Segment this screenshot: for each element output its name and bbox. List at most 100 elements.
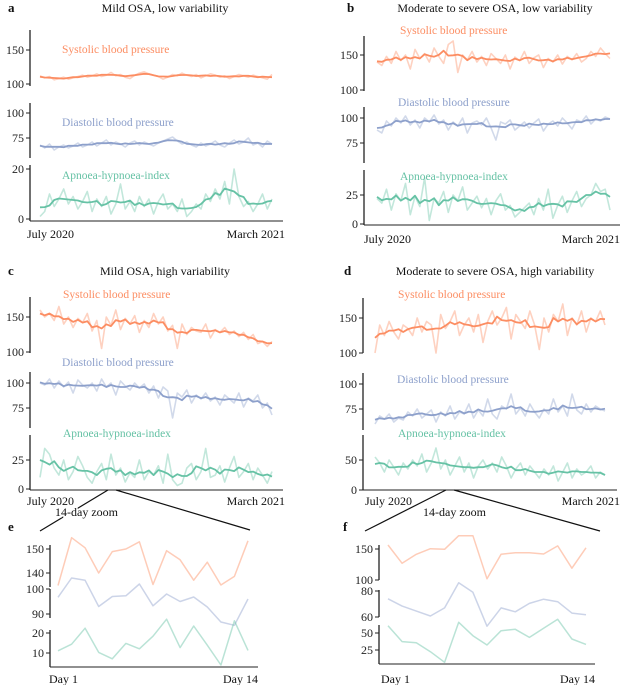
systolic-raw-line xyxy=(374,303,606,354)
y-tick-label: 0 xyxy=(351,483,357,497)
x-tick-label-end: March 2021 xyxy=(562,494,620,508)
x-tick-label-end: March 2021 xyxy=(227,227,285,241)
y-tick-label: 25 xyxy=(12,453,24,467)
panel-letter-d: d xyxy=(344,263,352,278)
zoom-connector-right xyxy=(115,489,251,531)
ahi-trend-line xyxy=(374,459,606,476)
x-tick-label-start: July 2020 xyxy=(365,494,412,508)
panel-letter-c: c xyxy=(8,263,14,278)
diastolic-trend-line xyxy=(374,404,606,421)
y-tick-label: 0 xyxy=(18,212,24,226)
panel-letter-b: b xyxy=(347,0,354,15)
y-tick-label: 50 xyxy=(345,453,357,467)
panel-letter-f: f xyxy=(343,519,348,534)
y-tick-label: 75 xyxy=(12,401,24,415)
systolic-line xyxy=(387,534,587,580)
diastolic-series-label: Diastolic blood pressure xyxy=(62,117,174,129)
systolic-trend-line xyxy=(374,315,606,339)
y-tick-label: 150 xyxy=(6,43,24,57)
zoom-connector-left xyxy=(364,489,447,532)
y-tick-label: 100 xyxy=(340,111,358,125)
zoom-label: 14-day zoom xyxy=(55,505,119,519)
ahi-raw-line xyxy=(39,168,273,218)
y-tick-label: 80 xyxy=(361,584,373,598)
systolic-series-label: Systolic blood pressure xyxy=(63,289,170,301)
x-tick-label-start: July 2020 xyxy=(27,227,74,241)
y-tick-label: 100 xyxy=(339,346,357,360)
systolic-trend-line xyxy=(39,312,273,345)
systolic-series-label: Systolic blood pressure xyxy=(400,25,507,37)
y-tick-label: 150 xyxy=(355,542,373,556)
y-tick-label: 25 xyxy=(346,188,358,202)
ahi-raw-line xyxy=(39,447,273,487)
zoom-connector-left xyxy=(39,489,109,532)
systolic-raw-line xyxy=(39,305,273,350)
y-tick-label: 75 xyxy=(346,136,358,150)
y-tick-label: 75 xyxy=(12,131,24,145)
x-tick-label-start: Day 1 xyxy=(49,672,78,685)
panel-letter-a: a xyxy=(8,0,15,15)
y-tick-label: 75 xyxy=(345,402,357,416)
systolic-trend-line xyxy=(39,72,273,80)
y-tick-label: 100 xyxy=(26,582,44,596)
y-tick-label: 150 xyxy=(6,310,24,324)
y-tick-label: 10 xyxy=(32,646,44,660)
y-tick-label: 100 xyxy=(340,83,358,97)
ahi-line xyxy=(387,618,587,664)
y-tick-label: 100 xyxy=(6,376,24,390)
panel-title-a: Mild OSA, low variability xyxy=(102,1,229,15)
x-tick-label-end: March 2021 xyxy=(562,232,620,246)
diastolic-raw-line xyxy=(39,378,273,419)
y-tick-label: 100 xyxy=(6,345,24,359)
zoom-connector-right xyxy=(453,489,601,532)
y-tick-label: 90 xyxy=(32,607,44,621)
diastolic-trend-line xyxy=(39,381,273,410)
systolic-raw-line xyxy=(376,40,611,74)
panel-title-d: Moderate to severe OSA, high variability xyxy=(396,264,595,278)
y-tick-label: 100 xyxy=(355,573,373,587)
y-tick-label: 0 xyxy=(352,217,358,231)
x-tick-label-end: Day 14 xyxy=(223,672,258,685)
ahi-trend-line xyxy=(39,459,273,479)
ahi-trend-line xyxy=(376,190,611,212)
diastolic-trend-line xyxy=(39,139,273,149)
ahi-series-label: Apnoea-hypnoea-index xyxy=(62,170,170,182)
y-tick-label: 20 xyxy=(12,162,24,176)
systolic-series-label: Systolic blood pressure xyxy=(62,44,169,56)
x-tick-label-start: July 2020 xyxy=(364,232,411,246)
diastolic-raw-line xyxy=(39,136,273,151)
y-tick-label: 150 xyxy=(26,542,44,556)
x-tick-label-end: March 2021 xyxy=(227,494,285,508)
diastolic-trend-line xyxy=(376,118,610,129)
y-tick-label: 20 xyxy=(32,626,44,640)
ahi-trend-line xyxy=(39,187,273,210)
diastolic-series-label: Diastolic blood pressure xyxy=(397,374,509,386)
panel-letter-e: e xyxy=(8,519,14,534)
y-tick-label: 0 xyxy=(18,482,24,496)
ahi-series-label: Apnoea-hypnoea-index xyxy=(398,428,506,440)
systolic-series-label: Systolic blood pressure xyxy=(398,289,505,301)
x-tick-label-start: Day 1 xyxy=(381,672,410,685)
y-tick-label: 150 xyxy=(340,48,358,62)
ahi-series-label: Apnoea-hypnoea-index xyxy=(63,428,171,440)
y-tick-label: 140 xyxy=(26,566,44,580)
x-tick-label-start: July 2020 xyxy=(27,494,74,508)
y-tick-label: 100 xyxy=(6,77,24,91)
y-tick-label: 100 xyxy=(6,106,24,120)
diastolic-raw-line xyxy=(376,114,611,141)
y-tick-label: 60 xyxy=(361,610,373,624)
systolic-trend-line xyxy=(376,49,611,63)
x-tick-label-end: Day 14 xyxy=(560,672,595,685)
panel-title-b: Moderate to severe OSA, low variability xyxy=(397,1,592,15)
y-tick-label: 100 xyxy=(339,377,357,391)
diastolic-raw-line xyxy=(374,393,606,425)
diastolic-line xyxy=(387,582,587,627)
systolic-line xyxy=(57,536,249,586)
ahi-line xyxy=(57,618,249,666)
ahi-series-label: Apnoea-hypnoea-index xyxy=(400,171,508,183)
diastolic-series-label: Diastolic blood pressure xyxy=(398,97,510,109)
panel-title-c: Mild OSA, high variability xyxy=(100,264,230,278)
y-tick-label: 25 xyxy=(361,643,373,657)
